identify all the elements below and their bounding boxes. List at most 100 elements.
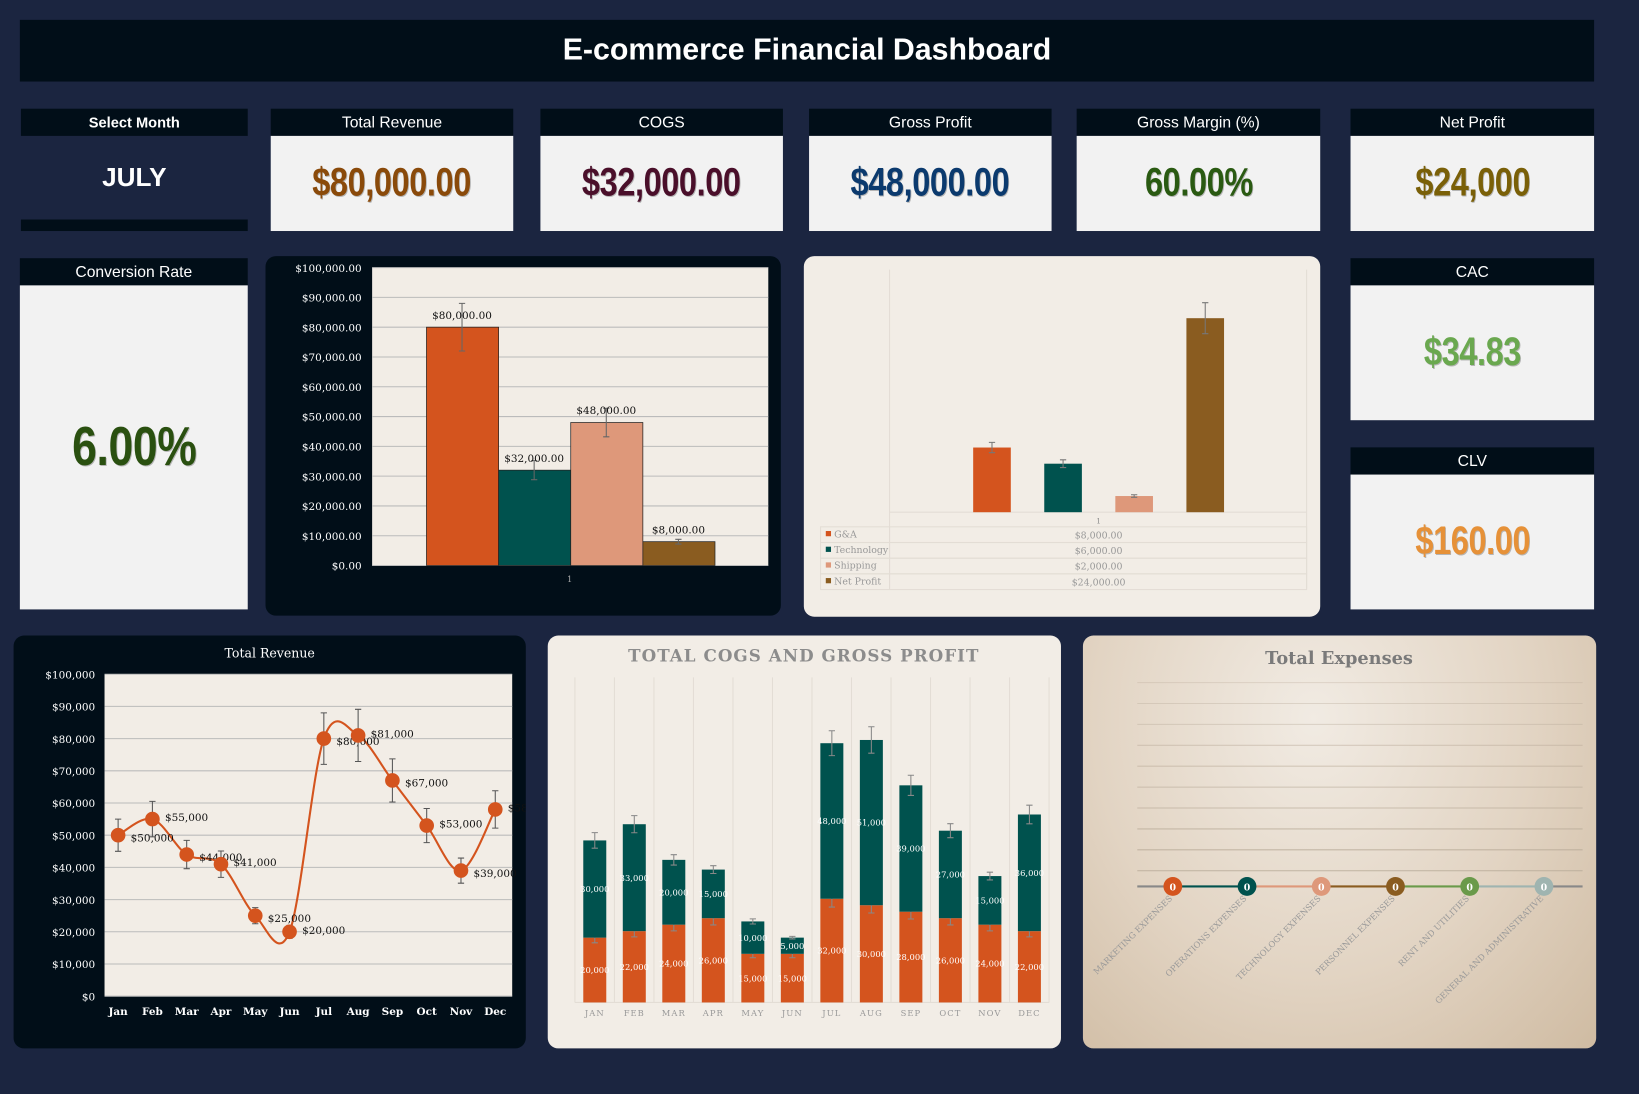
chart-svg: TOTAL COGS AND GROSS PROFIT 20,000 30,000 J… bbox=[574, 646, 1050, 1018]
x-tick-label: NOV bbox=[978, 1008, 1001, 1018]
data-label: 0 bbox=[1170, 883, 1177, 894]
expense-breakdown-chart: 1 G&A $8,000.00 Technology $6,000.00 Shipping… bbox=[803, 256, 1321, 617]
legend-swatch bbox=[825, 531, 832, 537]
x-tick-label: AUG bbox=[859, 1008, 883, 1018]
bar-net-profit bbox=[1186, 318, 1225, 513]
bar-segment-cogs bbox=[741, 953, 765, 1003]
table-value: $24,000.00 bbox=[1072, 577, 1126, 588]
data-point bbox=[1237, 877, 1257, 896]
data-label: 15,000 bbox=[778, 973, 807, 983]
data-label: 15,000 bbox=[975, 896, 1004, 906]
data-label: 0 bbox=[1392, 883, 1399, 894]
error-bar bbox=[458, 302, 466, 352]
x-tick-label: DEC bbox=[1018, 1008, 1040, 1018]
chart-svg: $0.00 $10,000.00 $20,000.00 $30,000.00 $40,0… bbox=[295, 263, 769, 584]
data-point bbox=[145, 811, 160, 827]
data-label: 0 bbox=[1244, 883, 1251, 894]
data-label: 24,000 bbox=[975, 959, 1004, 969]
y-tick-label: $30,000.00 bbox=[302, 471, 362, 483]
bar-segment-gross-profit bbox=[701, 869, 725, 919]
data-label: $48,000.00 bbox=[576, 405, 636, 417]
x-tick-label: APR bbox=[702, 1008, 724, 1018]
kpi-label: Total Revenue bbox=[270, 108, 514, 136]
revenue-breakdown-chart: $0.00 $10,000.00 $20,000.00 $30,000.00 $40,0… bbox=[265, 256, 781, 616]
data-label: 51,000 bbox=[857, 818, 886, 828]
error-bar bbox=[868, 726, 875, 754]
kpi-value: 60.00% bbox=[1144, 160, 1253, 205]
error-bar bbox=[947, 823, 954, 839]
data-point bbox=[385, 773, 400, 788]
data-label: $41,000 bbox=[234, 857, 277, 869]
data-label: $67,000 bbox=[405, 778, 448, 790]
legend-label: Technology bbox=[834, 545, 889, 556]
y-tick-label: $70,000.00 bbox=[302, 352, 362, 364]
kpi-value: 6.00% bbox=[71, 417, 197, 478]
data-label: $58,000 bbox=[508, 803, 526, 815]
kpi-label: COGS bbox=[540, 108, 783, 136]
x-tick-label: Aug bbox=[346, 1006, 371, 1018]
data-label: $32,000.00 bbox=[504, 453, 564, 465]
data-label: $8,000.00 bbox=[652, 524, 705, 536]
x-tick-label: MARKETING EXPENSES bbox=[1091, 893, 1174, 976]
legend-swatch bbox=[825, 546, 832, 552]
data-label: 22,000 bbox=[1015, 962, 1044, 972]
legend-swatch bbox=[825, 578, 832, 584]
kpi-label: CAC bbox=[1350, 258, 1595, 286]
y-tick-label: $70,000 bbox=[52, 766, 95, 778]
monthly-revenue-chart: Total Revenue $0 $10,000 $20,000 $30,000 $40,… bbox=[13, 635, 526, 1049]
error-bar bbox=[591, 832, 598, 849]
bar-segment-gross-profit bbox=[583, 840, 607, 938]
kpi-label: Gross Profit bbox=[809, 108, 1052, 136]
data-label: $55,000 bbox=[165, 812, 208, 824]
data-point bbox=[282, 924, 297, 940]
data-point bbox=[179, 847, 195, 862]
select-month-panel: Select Month JULY bbox=[20, 108, 248, 232]
bar-g-a bbox=[973, 447, 1011, 513]
x-tick-label: OPERATIONS EXPENSES bbox=[1163, 893, 1248, 978]
y-tick-label: $90,000 bbox=[52, 702, 95, 714]
x-tick-label: Sep bbox=[382, 1006, 403, 1018]
chart-svg: 1 G&A $8,000.00 Technology $6,000.00 Shipping… bbox=[820, 269, 1308, 591]
data-point bbox=[1163, 877, 1183, 896]
bar-segment-cogs bbox=[662, 924, 686, 1003]
y-tick-label: $0 bbox=[82, 991, 95, 1003]
y-tick-label: $50,000 bbox=[52, 830, 95, 842]
kpi-label: Gross Margin (%) bbox=[1076, 108, 1321, 136]
total-expenses-chart: Total Expenses 0 MARKETING EXPENSES 0 OPERAT… bbox=[1082, 635, 1597, 1049]
bar-segment-gross-profit bbox=[780, 937, 804, 954]
kpi-value: $32,000.00 bbox=[582, 160, 742, 205]
data-label: 39,000 bbox=[896, 844, 925, 854]
error-bar bbox=[603, 407, 610, 438]
y-tick-label: $80,000.00 bbox=[302, 322, 362, 334]
y-tick-label: $10,000.00 bbox=[302, 531, 362, 543]
kpi-value: $48,000.00 bbox=[850, 160, 1010, 205]
table-value: $6,000.00 bbox=[1075, 546, 1123, 557]
data-label: 20,000 bbox=[659, 887, 688, 897]
bar-cogs bbox=[498, 469, 572, 566]
data-point bbox=[487, 802, 503, 817]
kpi-cac: CAC $34.83 bbox=[1350, 258, 1595, 421]
error-bar bbox=[907, 774, 915, 796]
data-label: 0 bbox=[1541, 883, 1548, 894]
bar-segment-gross-profit bbox=[978, 876, 1002, 925]
kpi-label: CLV bbox=[1350, 447, 1595, 475]
data-label: 15,000 bbox=[738, 973, 767, 983]
kpi-cogs: COGS $32,000.00 bbox=[540, 108, 783, 232]
data-label: 0 bbox=[1318, 883, 1325, 894]
bar-segment-cogs bbox=[1017, 931, 1041, 1003]
error-bar bbox=[631, 815, 638, 834]
month-selector[interactable]: JULY bbox=[102, 162, 167, 192]
kpi-gross-margin: Gross Margin (%) 60.00% bbox=[1076, 108, 1321, 232]
kpi-total-revenue: Total Revenue $80,000.00 bbox=[270, 108, 514, 232]
kpi-gross-profit: Gross Profit $48,000.00 bbox=[809, 108, 1052, 232]
data-point bbox=[316, 731, 332, 746]
bar-segment-cogs bbox=[583, 937, 607, 1003]
legend-table-row bbox=[820, 541, 1308, 559]
bar-segment-gross-profit bbox=[1017, 814, 1041, 932]
legend-table-row bbox=[820, 573, 1308, 591]
kpi-conversion-rate: Conversion Rate 6.00% bbox=[19, 258, 248, 610]
data-label: 33,000 bbox=[620, 873, 649, 883]
data-point bbox=[213, 856, 229, 872]
data-label: 15,000 bbox=[699, 889, 728, 899]
